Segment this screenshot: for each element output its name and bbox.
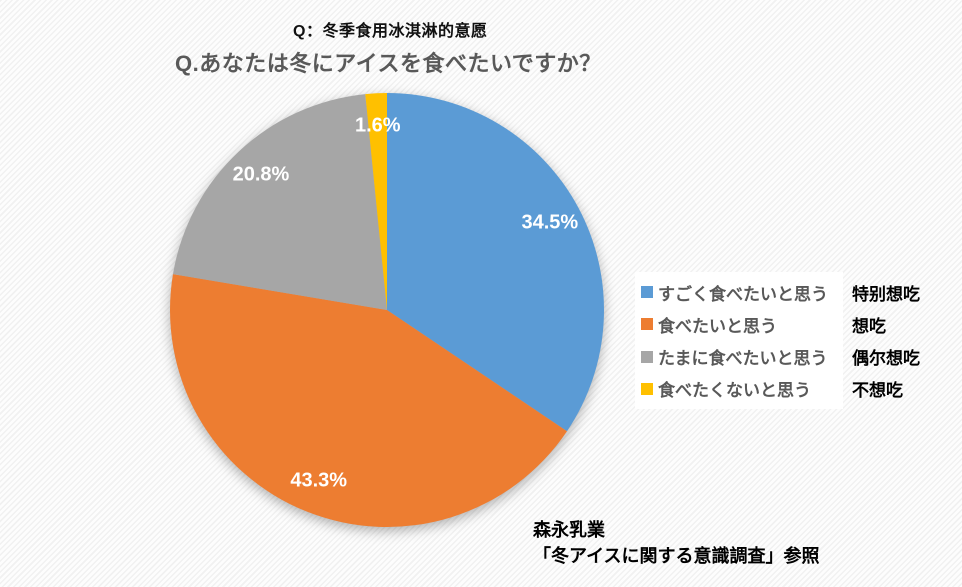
chart-question-jp: Q.あなたは冬にアイスを食べたいですか？ [175,51,602,76]
legend-item: すごく食べたいと思う [641,277,843,307]
chart-header-cn: Q：冬季食用冰淇淋的意愿 [293,23,488,40]
pie-slice-2 [172,94,387,310]
legend-swatch-icon [641,318,653,331]
source-note: 森永乳業 「冬アイスに関する意識調査」参照 [533,517,820,569]
legend-translation-label: 偶尔想吃 [852,349,920,369]
pie-slice-1 [170,274,567,527]
legend-item-label: たまに食べたいと思う [658,349,828,369]
legend-swatch-icon [641,382,653,395]
legend-box: すごく食べたいと思う 食べたいと思う たまに食べたいと思う 食べたくないと思う [635,272,843,409]
legend-swatch-icon [641,286,653,298]
source-line-2: 「冬アイスに関する意識調査」参照 [533,546,820,566]
legend-item-label: すごく食べたいと思う [658,284,828,304]
pie-slice-0 [387,93,604,432]
pie-chart [170,93,604,527]
legend-item: たまに食べたいと思う [641,342,843,372]
legend-swatch-icon [641,350,653,363]
legend-item: 食べたくないと思う [641,374,843,404]
source-line-1: 森永乳業 [533,520,605,540]
legend-translation-column: 特别想吃 想吃 偶尔想吃 不想吃 [852,272,920,409]
legend-item: 食べたいと思う [641,309,843,339]
legend-item-label: 食べたいと思う [658,316,777,336]
legend-translation-label: 不想吃 [852,381,903,401]
legend-item-label: 食べたくないと思う [658,381,811,401]
legend-translation-label: 想吃 [852,316,886,336]
pie-chart-area: 34.5% 43.3% 20.8% 1.6% [170,93,604,527]
pie-slice-3 [365,93,387,310]
legend-translation-label: 特别想吃 [852,284,920,304]
